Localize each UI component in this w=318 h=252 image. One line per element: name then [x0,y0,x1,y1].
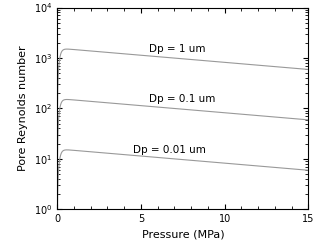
Text: Dp = 0.01 um: Dp = 0.01 um [133,145,205,155]
Y-axis label: Pore Reynolds number: Pore Reynolds number [18,46,28,171]
Text: Dp = 1 um: Dp = 1 um [149,44,206,54]
Text: Dp = 0.1 um: Dp = 0.1 um [149,94,216,104]
X-axis label: Pressure (MPa): Pressure (MPa) [142,230,224,240]
